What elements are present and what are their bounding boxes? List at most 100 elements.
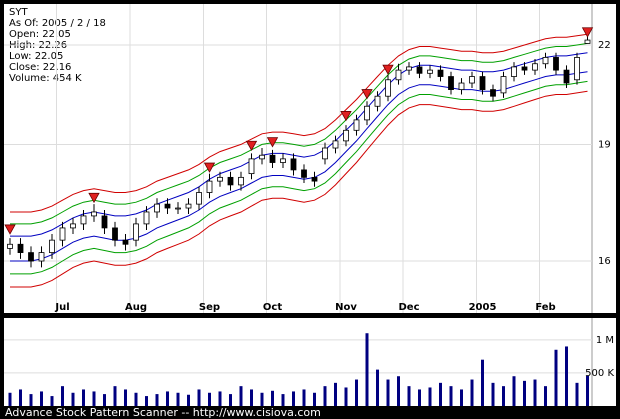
candle-body <box>385 79 391 97</box>
signal-marker <box>203 162 216 173</box>
candle-body <box>59 227 66 241</box>
band-line <box>10 42 588 225</box>
x-tick-label: Feb <box>535 302 555 313</box>
volume-bar <box>92 391 96 406</box>
y-tick-label: 16 <box>598 256 611 267</box>
candle-body <box>175 207 181 210</box>
volume-bar <box>176 392 180 406</box>
x-tick-label: Sep <box>199 302 220 313</box>
volume-bar <box>155 394 159 406</box>
candle-body <box>269 154 276 163</box>
candle-body <box>427 69 433 74</box>
candle-body <box>574 57 580 81</box>
volume-bar <box>449 386 453 406</box>
candle-body <box>112 227 118 241</box>
volume-bar <box>481 359 484 406</box>
volume-bar <box>281 394 285 406</box>
candle-body <box>280 158 286 163</box>
volume-bar <box>544 386 547 406</box>
candle-body <box>395 69 402 81</box>
volume-bar <box>145 396 148 406</box>
x-tick-label: Nov <box>335 302 357 313</box>
volume-bar <box>19 389 22 406</box>
candle-body <box>563 69 570 84</box>
candle-body <box>133 223 139 241</box>
candle-body <box>196 192 202 205</box>
volume-bar <box>218 391 222 406</box>
candle-body <box>490 89 496 97</box>
volume-bar <box>344 387 348 406</box>
volume-bar <box>533 379 537 406</box>
candle-body <box>17 243 24 253</box>
signal-marker <box>361 89 373 100</box>
volume-bar <box>124 389 127 406</box>
y-tick-label: 1 M <box>596 335 614 346</box>
candle-body <box>406 66 412 71</box>
candle-body <box>143 211 150 225</box>
candle-body <box>70 223 76 229</box>
candle-body <box>259 154 265 160</box>
candle-body <box>532 63 538 71</box>
volume-bar <box>334 382 337 406</box>
volume-bar <box>187 394 190 406</box>
volume-bar <box>229 394 232 406</box>
x-tick-label: Oct <box>263 302 282 313</box>
candle-body <box>311 176 318 182</box>
info-line: High: 22.26 <box>9 40 67 51</box>
candle-body <box>7 243 13 249</box>
candle-body <box>290 158 297 171</box>
x-tick-label: Dec <box>398 302 419 313</box>
candle-body <box>500 76 507 94</box>
volume-bar <box>376 369 379 406</box>
band-line <box>10 80 588 275</box>
signal-marker <box>382 64 394 75</box>
candle-body <box>227 176 234 186</box>
x-tick-label: Jul <box>54 302 69 313</box>
signal-marker <box>245 140 258 152</box>
volume-bar <box>470 379 474 406</box>
band-line <box>10 52 588 237</box>
band-line <box>10 33 588 213</box>
volume-bar <box>8 392 12 406</box>
candle-body <box>479 76 486 90</box>
info-line: As Of: 2005 / 2 / 18 <box>9 18 106 29</box>
candle-body <box>437 69 444 77</box>
volume-bar <box>40 391 43 406</box>
candle-body <box>154 203 160 213</box>
volume-bar <box>250 389 253 406</box>
candle-body <box>416 66 423 74</box>
candle-body <box>217 176 223 182</box>
volume-bar <box>260 392 264 406</box>
volume-bar <box>512 376 516 406</box>
candle-body <box>448 76 454 90</box>
price-panel <box>4 4 616 313</box>
volume-bar <box>439 382 442 406</box>
volume-bar <box>586 375 589 406</box>
volume-bar <box>239 386 243 406</box>
info-line: Open: 22.05 <box>9 29 71 40</box>
candle-body <box>185 203 192 209</box>
candle-body <box>584 39 591 44</box>
volume-bar <box>407 386 411 406</box>
volume-bar <box>103 394 106 406</box>
candle-body <box>553 57 559 71</box>
footer: Advance Stock Pattern Scanner -- http://… <box>5 406 321 419</box>
volume-bar <box>313 392 316 406</box>
volume-bar <box>554 349 558 406</box>
volume-bar <box>460 389 463 406</box>
candle-body <box>322 147 328 160</box>
candle-body <box>364 105 370 121</box>
candle-body <box>343 129 349 142</box>
info-line: Low: 22.05 <box>9 51 63 62</box>
candle-body <box>542 57 549 65</box>
info-line: Close: 22.16 <box>9 62 71 73</box>
volume-bar <box>428 387 432 406</box>
signal-marker <box>4 224 16 235</box>
candle-body <box>238 176 244 186</box>
volume-bar <box>418 389 421 406</box>
volume-bar <box>82 389 85 406</box>
volume-bar <box>355 379 358 406</box>
candle-body <box>28 252 34 262</box>
candle-body <box>332 140 339 149</box>
y-tick-label: 19 <box>598 139 611 150</box>
